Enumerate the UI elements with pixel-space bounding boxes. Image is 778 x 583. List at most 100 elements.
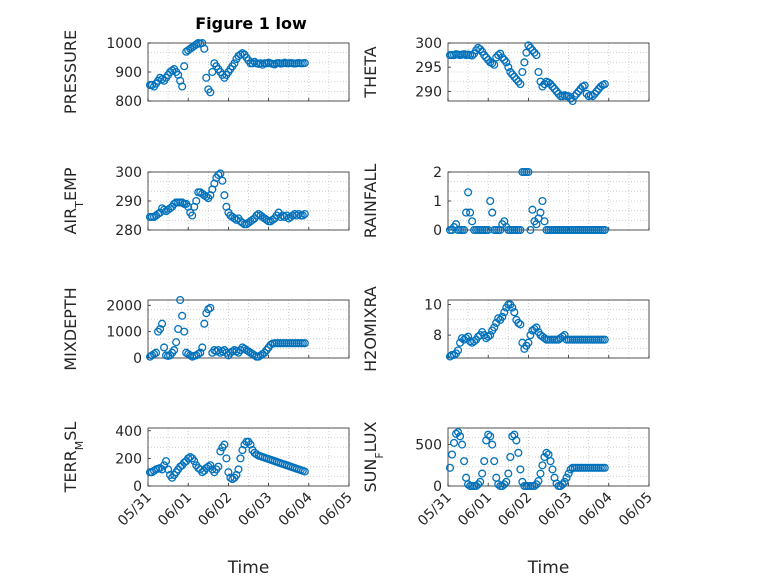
data-point xyxy=(300,467,309,476)
data-point xyxy=(482,53,491,62)
data-point xyxy=(158,319,167,328)
data-point xyxy=(560,331,569,340)
y-axis-label: MIXDEPTH xyxy=(61,287,80,370)
data-point xyxy=(294,210,303,219)
panel-h2omixra: 8 10 H2OMIXRA xyxy=(361,286,650,372)
data-point xyxy=(220,191,229,200)
data-point xyxy=(268,215,277,224)
grid xyxy=(148,43,349,101)
data-point xyxy=(222,454,231,463)
data-point xyxy=(178,198,187,207)
panel-pressure: 800 900 1000 PRESSURE xyxy=(61,30,350,114)
data-point xyxy=(462,473,471,482)
data-point xyxy=(248,59,257,68)
data-point xyxy=(560,477,569,486)
data-point xyxy=(504,63,513,72)
y-tick-label: 2000 xyxy=(106,298,142,314)
data-point xyxy=(186,452,195,462)
data-point xyxy=(151,348,161,357)
x-tick-label: 06/01 xyxy=(455,490,495,530)
x-tick-label: 05/31 xyxy=(415,490,455,530)
data-point xyxy=(530,48,539,57)
data-point xyxy=(218,176,227,185)
data-point xyxy=(168,66,177,75)
data-point xyxy=(238,343,247,352)
x-tick-label: 05/31 xyxy=(115,490,155,530)
data-point xyxy=(514,318,523,327)
data-point xyxy=(504,469,513,478)
data-point xyxy=(600,335,609,344)
data-point xyxy=(490,323,499,332)
data-point xyxy=(500,55,509,64)
data-point xyxy=(476,477,485,486)
data-point xyxy=(518,67,527,77)
data-point xyxy=(512,436,521,445)
data-point xyxy=(548,82,557,91)
x-tick-label: 06/04 xyxy=(576,489,616,529)
data-point xyxy=(466,208,475,217)
data-point xyxy=(240,344,249,353)
data-point xyxy=(204,305,213,314)
x-tick-label: 06/05 xyxy=(616,490,656,530)
data-point xyxy=(180,458,189,467)
data-point xyxy=(156,324,165,334)
data-point xyxy=(486,196,495,206)
y-tick-label: 300 xyxy=(115,165,142,181)
data-point xyxy=(514,448,523,457)
data-point xyxy=(508,432,517,441)
data-points xyxy=(445,428,609,491)
data-point xyxy=(530,481,539,491)
data-point xyxy=(502,58,511,67)
axes-box xyxy=(447,299,650,359)
data-point xyxy=(600,80,609,89)
y-tick-label: 295 xyxy=(415,60,442,76)
data-points xyxy=(145,38,309,97)
data-point xyxy=(542,448,551,457)
data-point xyxy=(480,457,489,466)
data-point xyxy=(500,480,509,489)
data-point xyxy=(178,82,187,91)
data-point xyxy=(494,480,503,489)
y-axis-label: TERRMSL xyxy=(61,422,86,494)
data-point xyxy=(498,312,507,321)
data-point xyxy=(256,351,265,360)
data-point xyxy=(574,87,583,96)
data-point xyxy=(453,428,463,437)
data-point xyxy=(158,75,167,84)
y-tick-label: 2 xyxy=(433,165,442,181)
data-point xyxy=(548,465,557,474)
y-tick-label: 0 xyxy=(133,479,142,495)
data-point xyxy=(524,41,533,50)
data-point xyxy=(196,348,205,357)
data-point xyxy=(190,457,199,466)
data-point xyxy=(538,196,547,206)
data-point xyxy=(180,62,189,71)
data-point xyxy=(220,440,229,449)
data-point xyxy=(524,338,533,347)
x-tick-label: 06/02 xyxy=(495,490,535,530)
data-point xyxy=(546,80,555,89)
data-point xyxy=(242,346,251,355)
data-point xyxy=(484,332,493,341)
data-point xyxy=(532,51,541,60)
data-point xyxy=(556,481,565,491)
data-point xyxy=(238,218,247,227)
data-point xyxy=(516,80,525,89)
data-point xyxy=(510,308,519,317)
x-tick-label: 06/01 xyxy=(155,490,195,530)
data-point xyxy=(154,210,163,219)
data-point xyxy=(462,208,471,217)
data-point xyxy=(166,204,175,213)
data-points xyxy=(445,167,609,235)
y-tick-label: 290 xyxy=(415,84,442,100)
data-point xyxy=(460,457,469,466)
y-tick-label: 1000 xyxy=(106,325,142,341)
data-point xyxy=(300,58,309,68)
data-point xyxy=(212,347,221,356)
data-point xyxy=(478,469,487,478)
x-tick-label: 06/03 xyxy=(536,490,576,530)
data-point xyxy=(520,58,529,67)
data-point xyxy=(206,303,215,312)
data-point xyxy=(248,215,257,224)
axes-box xyxy=(447,427,650,487)
